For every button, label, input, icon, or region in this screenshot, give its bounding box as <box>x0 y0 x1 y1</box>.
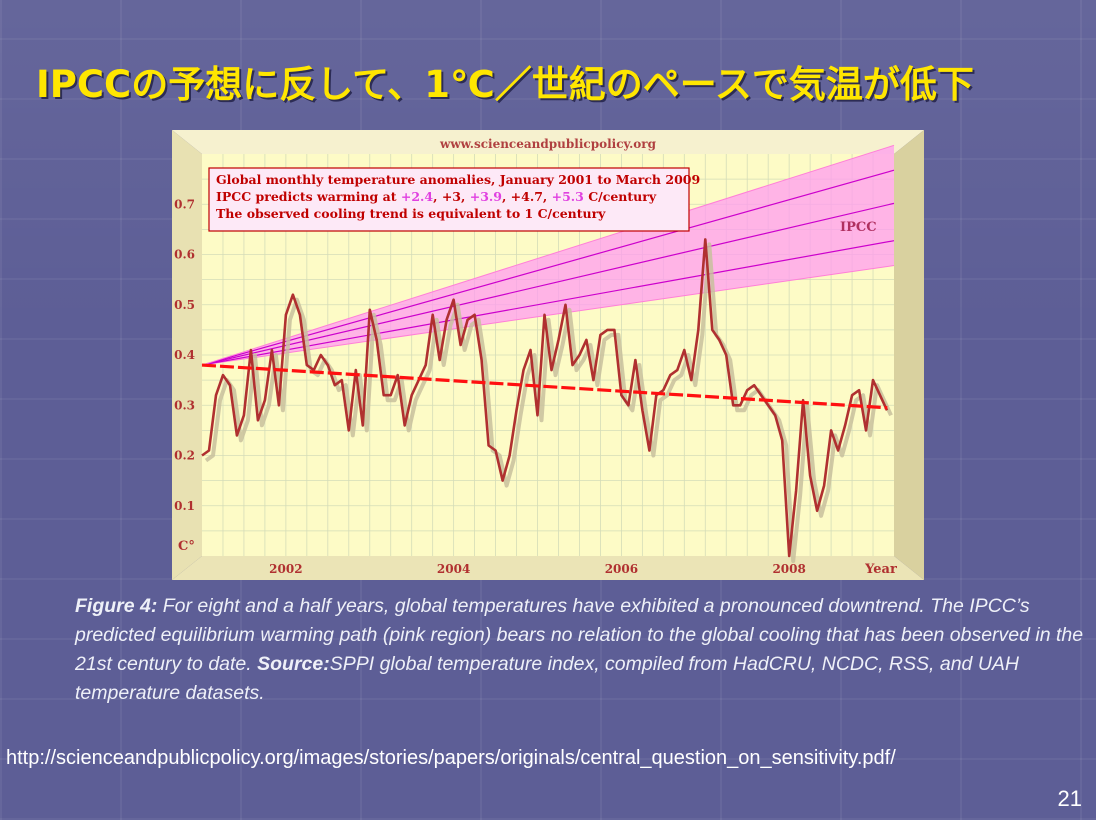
frame-top <box>172 130 924 154</box>
slide-title: IPCCの予想に反して、1℃／世紀のペースで気温が低下 <box>36 63 974 106</box>
y-tick-label: 0.6 <box>174 248 195 262</box>
legend-rate-part: , <box>433 189 442 204</box>
chart: 0.1 0.2 0.3 0.4 0.5 0.6 0.7 2002 2004 2006 2008 ww… <box>172 130 924 580</box>
frame-bottom <box>172 556 924 580</box>
caption-text: For eight and a half years, global tempe… <box>75 595 1084 675</box>
x-tick-label: 2008 <box>772 562 805 576</box>
legend-line-1: Global monthly temperature anomalies, Ja… <box>216 172 700 187</box>
y-tick-label: 0.1 <box>174 499 195 513</box>
x-tick-label: 2002 <box>269 562 302 576</box>
anomaly-line <box>201 238 889 558</box>
x-axis-label: Year <box>864 562 897 577</box>
ipcc-rate-line <box>201 169 895 366</box>
legend-prefix: IPCC predicts warming at <box>216 189 401 204</box>
y-tick-label: 0.3 <box>174 398 195 412</box>
y-unit-label: C° <box>178 539 195 554</box>
y-tick-label: 0.7 <box>174 197 195 211</box>
legend-line-3: The observed cooling trend is equivalent… <box>216 206 606 221</box>
legend-rate-part: +3 <box>442 189 461 204</box>
x-tick-label: 2006 <box>605 562 638 576</box>
figure-label: Figure 4: <box>75 595 158 617</box>
legend-rate-part: +4.7 <box>511 189 543 204</box>
legend-rate-part: C/century <box>584 189 657 204</box>
ipcc-rate-line <box>201 144 895 366</box>
trend-line <box>201 363 888 410</box>
ipcc-rate-line <box>201 265 895 366</box>
source-label: Source: <box>257 653 330 675</box>
series <box>201 238 893 563</box>
legend-rate-part: +3.9 <box>470 189 502 204</box>
ipcc-band <box>201 144 895 366</box>
x-tick-label: 2004 <box>437 562 470 576</box>
legend-box <box>208 167 690 232</box>
ipcc-label: IPCC <box>840 220 877 235</box>
source-text: SPPI global temperature index, compiled … <box>75 653 1019 704</box>
frame-right <box>894 130 924 580</box>
legend-rate-part: , <box>461 189 470 204</box>
website-label: www.scienceandpublicpolicy.org <box>439 137 657 151</box>
labels: 0.1 0.2 0.3 0.4 0.5 0.6 0.7 2002 2004 2006 2008 <box>174 197 806 576</box>
ipcc-rate-line <box>201 202 895 366</box>
legend-rate-part: , <box>543 189 552 204</box>
y-tick-label: 0.2 <box>174 449 195 463</box>
legend-rate-part: +2.4 <box>401 189 434 204</box>
legend-rate-part: , <box>502 189 511 204</box>
legend-line-2: IPCC predicts warming at +2.4, +3, +3.9,… <box>216 189 657 204</box>
y-tick-label: 0.5 <box>174 298 195 312</box>
page-number: 21 <box>1057 786 1082 811</box>
legend-rate-part: +5.3 <box>552 189 584 204</box>
figure-caption: Figure 4: For eight and a half years, gl… <box>75 592 1085 708</box>
ipcc-rate-line <box>201 240 895 366</box>
source-url[interactable]: http://scienceandpublicpolicy.org/images… <box>6 747 896 769</box>
y-tick-label: 0.4 <box>174 348 195 362</box>
frame-left <box>172 130 202 580</box>
